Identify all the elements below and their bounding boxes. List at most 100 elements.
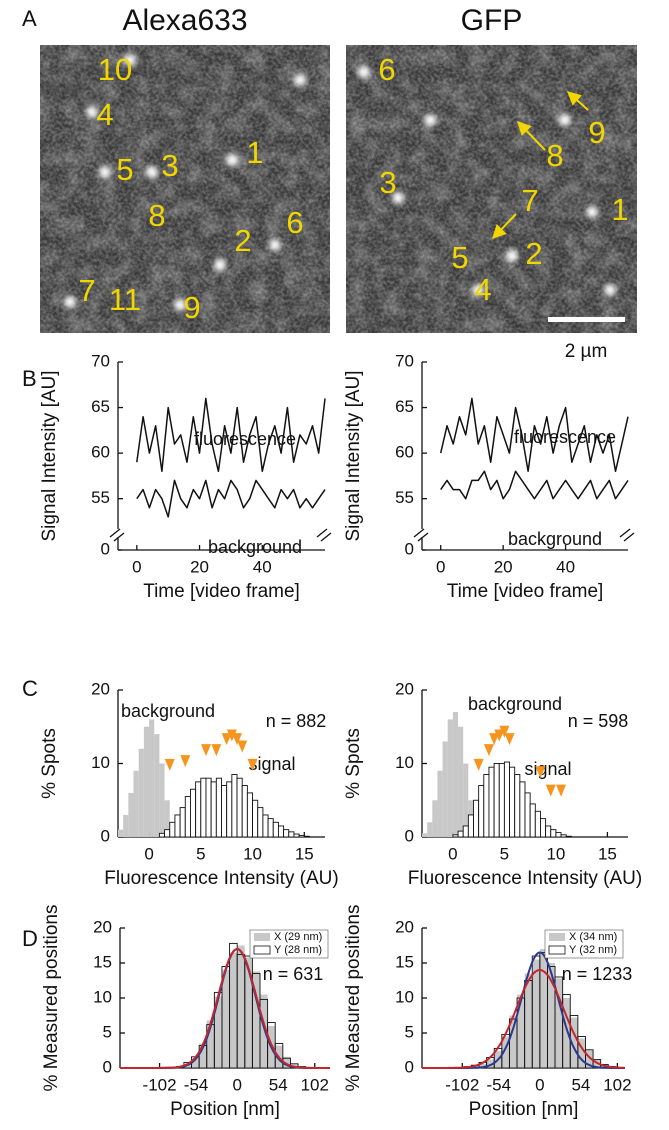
histogram-bar — [267, 818, 274, 838]
legend-swatch — [253, 945, 271, 955]
bright-spot — [226, 154, 238, 166]
spot-label: 2 — [234, 223, 251, 258]
histogram-bar — [529, 803, 536, 838]
histogram-bar — [143, 726, 150, 837]
marker-arrow — [164, 758, 175, 771]
histogram-bar — [532, 959, 540, 1068]
y-axis-title: % Spots — [39, 728, 60, 799]
x-tick-label: 0 — [535, 1075, 544, 1094]
histogram-bar — [488, 766, 495, 838]
histogram-bar — [524, 973, 533, 1068]
x-tick-label: 54 — [269, 1075, 288, 1094]
histogram-bar — [517, 994, 525, 1068]
bright-spot — [586, 206, 598, 218]
panel-label: C — [22, 676, 38, 701]
y-tick-label: 15 — [93, 952, 112, 971]
fit-curve — [422, 968, 626, 1069]
histogram-bar — [205, 777, 212, 838]
histogram-bar — [159, 763, 165, 837]
series-label: signal — [248, 754, 295, 774]
axis-break — [417, 532, 429, 542]
histogram-bar — [229, 952, 238, 1068]
bright-spot — [99, 166, 111, 178]
histogram-bar — [164, 800, 170, 837]
marker-arrow — [232, 733, 243, 746]
series-label: fluorescence — [514, 427, 616, 447]
histogram-bar — [503, 761, 510, 838]
image-title: GFP — [461, 4, 523, 37]
scale-bar — [548, 317, 625, 322]
histogram-bar — [246, 792, 254, 838]
histogram-bar — [237, 945, 245, 1068]
marker-arrow — [237, 740, 248, 753]
histogram-bar — [501, 1036, 510, 1068]
x-tick-label: 0 — [448, 844, 457, 863]
y-axis-title: Signal Intensity [AU] — [39, 370, 60, 541]
histogram-bar — [427, 822, 433, 837]
panel-label: D — [22, 926, 38, 951]
x-tick-label: 102 — [603, 1075, 631, 1094]
y-tick-label: 5 — [405, 1022, 414, 1041]
y-axis-title: % Spots — [343, 728, 364, 799]
histogram-bar — [555, 978, 563, 1068]
histogram-bar — [562, 998, 571, 1068]
histogram-bar — [244, 957, 253, 1068]
x-tick-label: 10 — [546, 844, 565, 863]
histogram-bar — [422, 833, 428, 837]
spot-label: 5 — [116, 152, 133, 187]
histogram-bar — [570, 1017, 578, 1068]
histogram-bar — [184, 796, 191, 838]
histogram-bar — [514, 774, 521, 838]
histogram-bar — [585, 1049, 594, 1069]
histogram-bar — [293, 833, 300, 838]
histogram-bar — [282, 1056, 291, 1068]
histogram-bar — [272, 821, 279, 838]
x-tick-label: 5 — [196, 844, 205, 863]
bright-spot — [358, 66, 370, 78]
histogram-bar — [221, 785, 228, 838]
x-tick-label: 5 — [500, 844, 509, 863]
histogram-bar — [236, 777, 243, 838]
series-line — [136, 479, 326, 518]
histogram-bar — [210, 781, 217, 838]
histogram-bar — [432, 800, 438, 837]
histogram-bar — [550, 829, 557, 838]
bright-spot — [269, 239, 281, 251]
spot-label: 5 — [451, 240, 468, 275]
y-tick-label: 20 — [395, 917, 414, 936]
histogram-bar — [215, 777, 222, 838]
histogram-bar — [509, 1015, 518, 1068]
histogram-bar — [585, 1050, 594, 1068]
x-tick-label: 0 — [132, 557, 141, 576]
marker-arrow — [200, 744, 211, 757]
bright-spot — [559, 114, 571, 126]
histogram-bar — [457, 830, 464, 838]
y-tick-label: 65 — [91, 397, 110, 416]
annotation: n = 631 — [263, 964, 324, 984]
histogram-bar — [174, 814, 181, 838]
histogram-bar — [545, 825, 552, 838]
series-line — [440, 470, 629, 500]
bright-spot — [146, 166, 158, 178]
legend-label: X (34 nm) — [569, 931, 617, 943]
spot-label: 8 — [546, 138, 563, 173]
spot-label: 7 — [78, 273, 95, 308]
histogram-bar — [226, 781, 233, 838]
marker-arrow — [211, 744, 222, 757]
series-label: background — [468, 694, 562, 714]
y-tick-label: 10 — [93, 987, 112, 1006]
annotation: n = 598 — [568, 711, 629, 731]
marker-arrow — [483, 744, 494, 757]
spot-label: 1 — [246, 135, 263, 170]
axis-break — [109, 528, 121, 538]
y-tick-label: 0 — [405, 826, 414, 845]
spot-label: 9 — [183, 290, 200, 325]
bright-spot — [506, 250, 518, 262]
panel-label: A — [22, 6, 37, 31]
spot-label: 1 — [611, 192, 628, 227]
y-axis-title: Signal Intensity [AU] — [343, 370, 364, 541]
histogram-bar — [509, 766, 516, 838]
x-tick-label: 15 — [295, 844, 314, 863]
histogram-bar — [206, 1020, 215, 1068]
y-tick-label: 5 — [103, 1022, 112, 1041]
